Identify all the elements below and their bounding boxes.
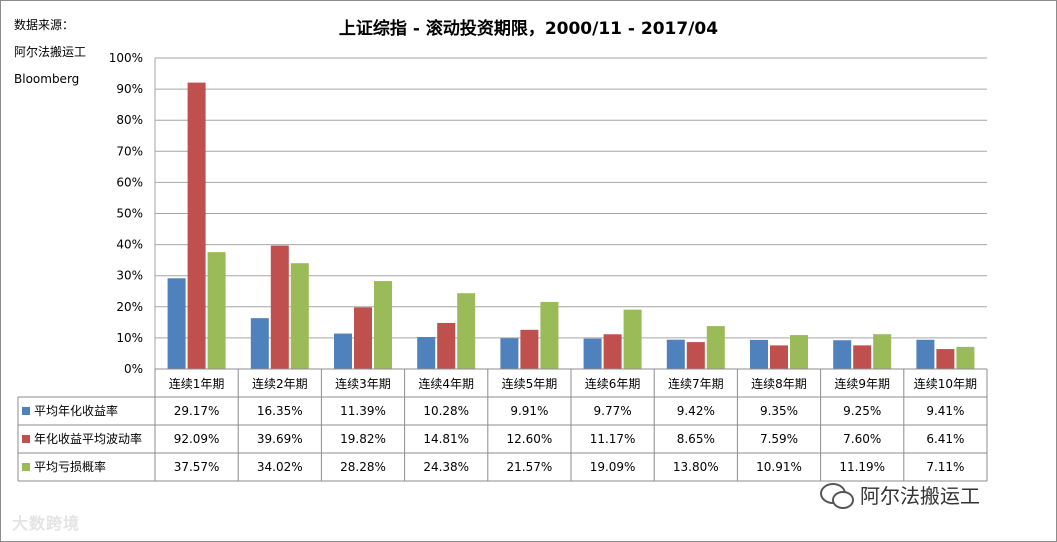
legend-swatch (22, 463, 30, 471)
data-label: 28.28% (340, 460, 386, 474)
bar (187, 82, 206, 369)
data-label: 9.25% (843, 404, 881, 418)
y-tick-label: 70% (116, 144, 143, 158)
bar (583, 338, 602, 369)
bar (290, 263, 309, 369)
bar (916, 339, 935, 369)
data-label: 10.28% (423, 404, 469, 418)
bar (457, 293, 476, 369)
y-tick-label: 30% (116, 269, 143, 283)
data-label: 7.60% (843, 432, 881, 446)
x-tick-label: 连续9年期 (834, 376, 890, 391)
data-label: 21.57% (507, 460, 553, 474)
x-tick-label: 连续10年期 (914, 376, 977, 391)
data-label: 29.17% (174, 404, 220, 418)
data-label: 19.09% (590, 460, 636, 474)
bar (790, 335, 808, 369)
bar (250, 318, 269, 369)
bar (686, 342, 705, 369)
x-tick-label: 连续2年期 (252, 376, 308, 391)
x-tick-label: 连续8年期 (751, 376, 807, 391)
data-label: 11.19% (839, 460, 885, 474)
data-label: 9.35% (760, 404, 798, 418)
y-tick-label: 20% (116, 300, 143, 314)
bar (873, 334, 892, 369)
bar (623, 309, 642, 369)
data-label: 12.60% (507, 432, 553, 446)
source-line-label: 数据来源： (14, 18, 75, 32)
bar (770, 345, 788, 369)
watermark-right: 阿尔法搬运工 (820, 480, 980, 509)
data-label: 9.91% (510, 404, 548, 418)
data-label: 10.91% (756, 460, 802, 474)
data-label: 24.38% (423, 460, 469, 474)
bar (520, 329, 539, 369)
y-tick-label: 80% (116, 113, 143, 127)
bar (956, 346, 975, 369)
data-label: 13.80% (673, 460, 719, 474)
data-label: 92.09% (174, 432, 220, 446)
y-tick-label: 50% (116, 207, 143, 221)
source-line-provider: Bloomberg (14, 72, 80, 86)
bar (750, 339, 768, 369)
bar (374, 281, 392, 369)
data-label: 39.69% (257, 432, 303, 446)
x-tick-label: 连续4年期 (418, 376, 474, 391)
legend-entry: 平均年化收益率 (34, 403, 118, 418)
data-label: 37.57% (174, 460, 220, 474)
data-label: 11.39% (340, 404, 386, 418)
bar (334, 333, 352, 369)
y-tick-label: 40% (116, 238, 143, 252)
bar (270, 245, 289, 369)
data-label: 11.17% (590, 432, 636, 446)
x-tick-label: 连续6年期 (585, 376, 641, 391)
data-label: 6.41% (926, 432, 964, 446)
data-label: 8.65% (677, 432, 715, 446)
x-tick-label: 连续3年期 (335, 376, 391, 391)
data-label: 34.02% (257, 460, 303, 474)
bar (354, 307, 372, 369)
legend-swatch (22, 407, 30, 415)
bar (207, 252, 226, 369)
x-tick-label: 连续5年期 (502, 376, 558, 391)
legend-swatch (22, 435, 30, 443)
data-label: 9.77% (594, 404, 632, 418)
bar (666, 339, 685, 369)
legend-entry: 年化收益平均波动率 (34, 431, 142, 446)
data-label: 19.82% (340, 432, 386, 446)
bar (603, 334, 622, 369)
bar (417, 337, 436, 369)
data-label: 14.81% (423, 432, 469, 446)
y-tick-label: 90% (116, 82, 143, 96)
bar (540, 301, 559, 369)
source-line-author: 阿尔法搬运工 (14, 45, 87, 59)
wechat-icon (820, 483, 854, 509)
bar (437, 322, 456, 369)
y-tick-label: 0% (124, 362, 143, 376)
bar (936, 349, 955, 369)
x-tick-label: 连续1年期 (169, 376, 225, 391)
bar (833, 340, 852, 369)
y-tick-label: 100% (109, 51, 143, 65)
y-tick-label: 10% (116, 331, 143, 345)
bar (167, 278, 186, 369)
data-label: 9.41% (926, 404, 964, 418)
legend-entry: 平均亏损概率 (34, 459, 106, 474)
bar (706, 326, 725, 369)
watermark-left: 大数跨境 (12, 514, 81, 533)
watermark-right-text: 阿尔法搬运工 (860, 484, 980, 508)
y-tick-label: 60% (116, 175, 143, 189)
data-source-note: 数据来源： 阿尔法搬运工 Bloomberg (14, 12, 86, 93)
x-tick-label: 连续7年期 (668, 376, 724, 391)
chart-title: 上证综指 - 滚动投资期限，2000/11 - 2017/04 (338, 19, 719, 39)
data-label: 7.59% (760, 432, 798, 446)
data-label: 16.35% (257, 404, 303, 418)
bar (853, 345, 872, 369)
bar (500, 338, 519, 369)
data-label: 9.42% (677, 404, 715, 418)
data-label: 7.11% (926, 460, 964, 474)
